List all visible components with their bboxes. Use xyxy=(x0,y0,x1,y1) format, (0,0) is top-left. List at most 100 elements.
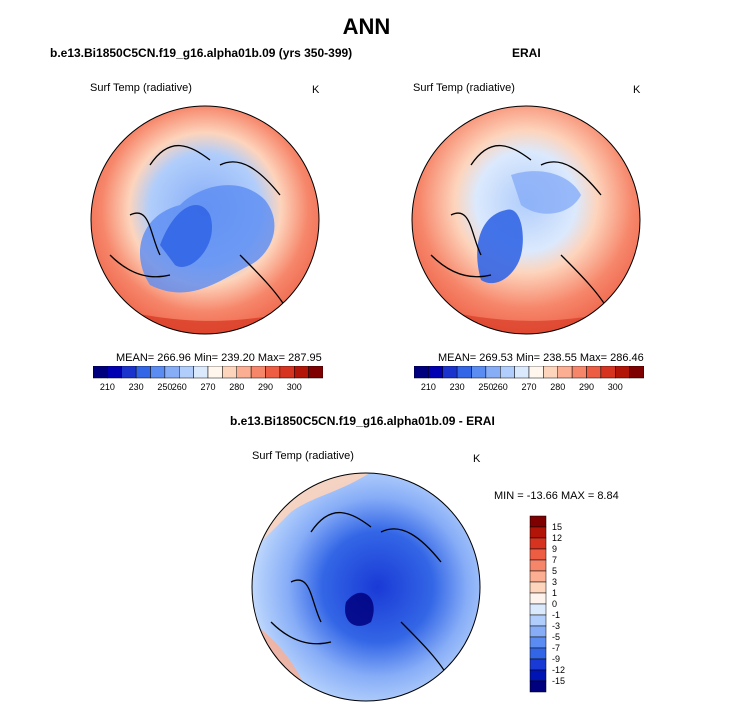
colorbar-box xyxy=(529,570,547,583)
panel3-cb-tick: 0 xyxy=(552,599,557,609)
panel3-border xyxy=(251,472,481,702)
panel2-cb-tick: 300 xyxy=(608,382,623,392)
panel2-arctic-cool xyxy=(511,171,581,214)
colorbar-box xyxy=(571,366,587,379)
colorbar-box xyxy=(236,366,252,379)
panel1-title: b.e13.Bi1850C5CN.f19_g16.alpha01b.09 (yr… xyxy=(50,46,353,60)
panel3-colorbar-boxes xyxy=(529,515,547,693)
panel2-greenland-cold xyxy=(477,209,523,284)
panel3-colorbar: 15 12 9 7 5 3 1 0 -1 -3 -5 -7 -9 -12 -15 xyxy=(529,515,565,693)
panel2-colorbar-ticks: 210 230 250 260 270 280 290 300 xyxy=(421,382,623,392)
panel3-coastlines xyxy=(270,511,452,683)
panel3-map xyxy=(251,472,481,702)
panel3-title: b.e13.Bi1850C5CN.f19_g16.alpha01b.09 - E… xyxy=(230,414,495,428)
panel2-colorbar-boxes xyxy=(414,366,644,379)
panel3-cb-tick: -15 xyxy=(552,676,565,686)
panel1-cb-tick: 290 xyxy=(258,382,273,392)
colorbar-box xyxy=(179,366,194,379)
colorbar-box xyxy=(615,366,630,379)
colorbar-box xyxy=(222,366,237,379)
colorbar-box xyxy=(514,366,530,379)
panel3-cb-tick: 7 xyxy=(552,555,557,565)
colorbar-box xyxy=(164,366,180,379)
panel3-cb-tick: 9 xyxy=(552,544,557,554)
colorbar-box xyxy=(107,366,122,379)
panel2-cb-tick: 260 xyxy=(493,382,508,392)
panel3-cb-tick: 1 xyxy=(552,588,557,598)
colorbar-box xyxy=(265,366,281,379)
colorbar-box xyxy=(471,366,487,379)
panel3-stats: MIN = -13.66 MAX = 8.84 xyxy=(494,490,619,502)
colorbar-box xyxy=(543,366,558,379)
colorbar-box xyxy=(193,366,209,379)
colorbar-box xyxy=(529,614,547,627)
panel3-cb-tick: -12 xyxy=(552,665,565,675)
colorbar-box xyxy=(557,366,573,379)
colorbar-box xyxy=(529,603,547,616)
panel1-colorbar: 210 230 250 260 270 280 290 300 xyxy=(93,366,323,392)
colorbar-box xyxy=(308,366,323,379)
colorbar-box xyxy=(529,680,547,693)
colorbar-box xyxy=(150,366,166,379)
panel1-colorbar-boxes xyxy=(93,366,323,379)
panel3-cb-tick: -5 xyxy=(552,632,560,642)
panel2-variable: Surf Temp (radiative) xyxy=(413,82,515,94)
panel1-map xyxy=(90,105,320,335)
panel3-variable: Surf Temp (radiative) xyxy=(252,450,354,462)
panel2-colorbar: 210 230 250 260 270 280 290 300 xyxy=(414,366,644,392)
colorbar-box xyxy=(529,592,547,605)
main-title: ANN xyxy=(342,14,391,39)
panel3-cb-tick: -7 xyxy=(552,643,560,653)
colorbar-box xyxy=(629,366,644,379)
panel1-cb-tick: 270 xyxy=(200,382,215,392)
colorbar-box xyxy=(500,366,515,379)
panel1-greenland-cold xyxy=(160,205,212,267)
panel3-cb-tick: 5 xyxy=(552,566,557,576)
panel1-cb-tick: 300 xyxy=(287,382,302,392)
panel2-units: K xyxy=(633,84,641,96)
colorbar-box xyxy=(529,669,547,682)
colorbar-box xyxy=(428,366,443,379)
colorbar-box xyxy=(529,526,547,539)
panel2-field xyxy=(412,106,640,334)
colorbar-box xyxy=(279,366,295,379)
colorbar-box xyxy=(529,647,547,660)
panel3-colorbar-ticks: 15 12 9 7 5 3 1 0 -1 -3 -5 -7 -9 -12 -15 xyxy=(552,522,565,686)
panel3-cb-tick: -9 xyxy=(552,654,560,664)
panel3-units: K xyxy=(473,453,481,465)
panel3-cb-tick: 3 xyxy=(552,577,557,587)
panel1-variable: Surf Temp (radiative) xyxy=(90,82,192,94)
colorbar-box xyxy=(485,366,501,379)
panel1-cb-tick: 250 xyxy=(157,382,172,392)
panel3-cold-core xyxy=(345,592,374,626)
panel3-cb-tick: -1 xyxy=(552,610,560,620)
panel2-title: ERAI xyxy=(512,46,541,60)
panel2-cb-tick: 210 xyxy=(421,382,436,392)
colorbar-box xyxy=(529,625,547,638)
panel2-border xyxy=(411,105,641,335)
colorbar-box xyxy=(121,366,137,379)
colorbar-box xyxy=(529,548,547,561)
panel1-cb-tick: 230 xyxy=(129,382,144,392)
colorbar-box xyxy=(207,366,223,379)
colorbar-box xyxy=(529,658,547,671)
panel2-stats: MEAN= 269.53 Min= 238.55 Max= 286.46 xyxy=(438,352,644,364)
panel2-cb-tick: 290 xyxy=(579,382,594,392)
panel2-cb-tick: 250 xyxy=(478,382,493,392)
colorbar-box xyxy=(529,581,547,594)
panel1-colorbar-ticks: 210 230 250 260 270 280 290 300 xyxy=(100,382,302,392)
panel3-cb-tick: 12 xyxy=(552,533,562,543)
panel2-cb-tick: 230 xyxy=(450,382,465,392)
colorbar-box xyxy=(528,366,544,379)
panel2-cb-tick: 280 xyxy=(550,382,565,392)
colorbar-box xyxy=(529,559,547,572)
panel1-units: K xyxy=(312,84,320,96)
panel2-cb-tick: 270 xyxy=(521,382,536,392)
colorbar-box xyxy=(294,366,309,379)
colorbar-box xyxy=(600,366,616,379)
panel1-cb-tick: 260 xyxy=(172,382,187,392)
panel1-cb-tick: 210 xyxy=(100,382,115,392)
panel1-border xyxy=(90,105,320,335)
panel3-cb-tick: -3 xyxy=(552,621,560,631)
colorbar-box xyxy=(442,366,458,379)
